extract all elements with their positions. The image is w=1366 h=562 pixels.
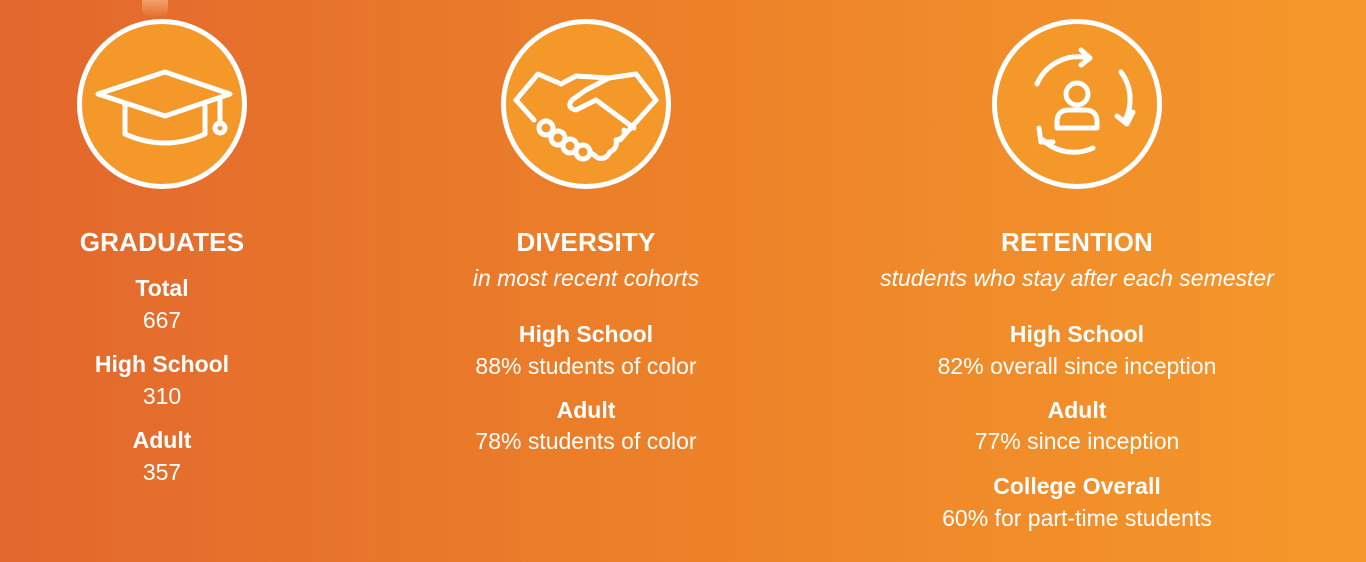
diversity-subheading: in most recent cohorts [472,265,700,291]
retention-heading: RETENTION [1000,227,1154,257]
retention-icon-circle [992,19,1162,189]
person-cycle-icon [1034,47,1136,155]
graduation-cap-icon [95,69,233,146]
graduates-adult-label: Adult [132,427,192,453]
diversity-high-school-label: High School [518,321,654,347]
retention-high-school-value: 82% overall since inception [937,353,1217,379]
diversity-icon-circle [501,19,671,189]
graduates-adult-value: 357 [142,459,182,485]
retention-adult-value: 77% since inception [974,428,1180,454]
graduates-heading: GRADUATES [79,227,245,257]
diversity-heading: DIVERSITY [516,227,656,257]
graduates-high-school-value: 310 [142,383,182,409]
diversity-high-school-value: 88% students of color [475,353,697,379]
diversity-adult-label: Adult [556,397,616,423]
graduates-icon-circle [77,19,247,189]
handshake-icon [513,71,659,162]
diversity-adult-value: 78% students of color [475,428,697,454]
retention-college-overall-value: 60% for part-time students [942,505,1212,531]
graduates-total-value: 667 [142,307,182,333]
top-glow-decoration [142,0,168,18]
graduates-total-label: Total [135,275,189,301]
retention-high-school-label: High School [1009,321,1145,347]
graduates-high-school-label: High School [94,351,230,377]
retention-subheading: students who stay after each semester [880,265,1274,291]
retention-college-overall-label: College Overall [993,473,1161,499]
retention-adult-label: Adult [1047,397,1107,423]
